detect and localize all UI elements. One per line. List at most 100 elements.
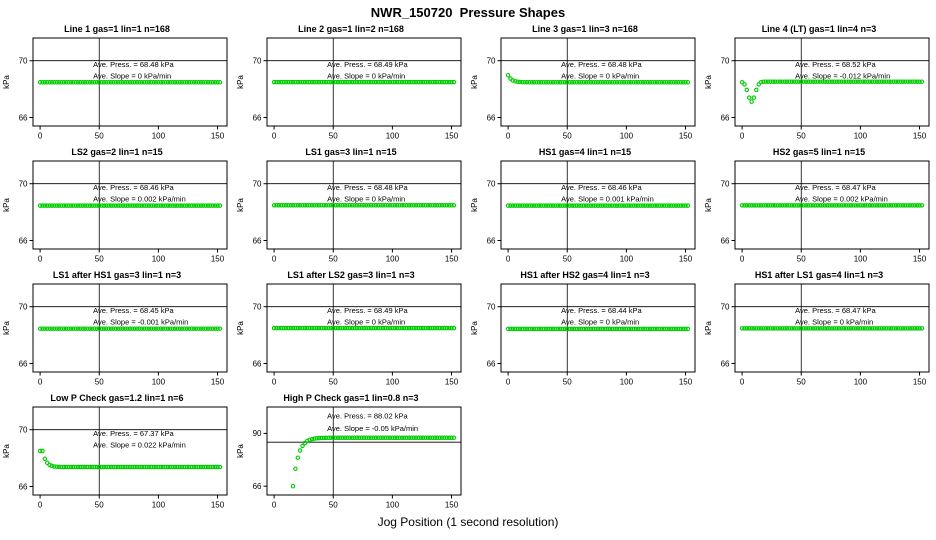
ave-press-label: Ave. Press. = 68.47 kPa [795, 183, 876, 192]
y-axis-label: kPa [236, 198, 245, 212]
y-axis-label: kPa [2, 75, 11, 89]
x-axis: 0 50 100 150 [506, 126, 693, 141]
y-axis-label: kPa [704, 198, 713, 212]
x-tick-label: 150 [679, 132, 693, 141]
ave-press-label: Ave. Press. = 68.48 kPa [327, 183, 408, 192]
plot-frame [266, 160, 462, 250]
x-tick-label: 100 [620, 255, 634, 264]
y-tick-label: 70 [253, 180, 262, 189]
pressure-panel: Line 1 gas=1 lin=1 n=168 Ave. Press. = 68… [0, 22, 234, 145]
y-axis-label: kPa [236, 321, 245, 335]
x-tick-label: 50 [563, 255, 572, 264]
plot-frame [734, 160, 930, 250]
panel-plot: Ave. Press. = 68.45 kPa Ave. Slope = -0.0… [2, 283, 228, 387]
data-points [37, 448, 223, 470]
x-tick-label: 150 [679, 378, 693, 387]
x-tick-label: 150 [913, 378, 927, 387]
x-tick-label: 100 [854, 378, 868, 387]
y-tick-label: 66 [19, 113, 28, 122]
x-axis: 0 50 100 150 [38, 249, 225, 264]
x-tick-label: 100 [386, 255, 400, 264]
x-tick-label: 100 [386, 501, 400, 510]
x-tick-label: 0 [272, 132, 277, 141]
data-points [505, 326, 691, 332]
y-axis-label: kPa [236, 75, 245, 89]
y-axis: 66 70 [721, 57, 735, 122]
x-axis: 0 50 100 150 [38, 495, 225, 510]
y-axis-label: kPa [2, 444, 11, 458]
y-axis-label: kPa [2, 198, 11, 212]
plot-frame [32, 37, 228, 127]
x-tick-label: 0 [38, 132, 43, 141]
x-tick-label: 100 [386, 378, 400, 387]
panel-plot: Ave. Press. = 68.44 kPa Ave. Slope = 0 kP… [470, 283, 696, 387]
y-tick-label: 70 [19, 303, 28, 312]
y-tick-label: 70 [487, 180, 496, 189]
panel-plot: Ave. Press. = 68.49 kPa Ave. Slope = 0 kP… [236, 37, 462, 141]
x-tick-label: 100 [854, 132, 868, 141]
x-axis: 0 50 100 150 [272, 249, 459, 264]
y-axis: 66 70 [721, 180, 735, 245]
pressure-panel: HS1 after HS2 gas=4 lin=1 n=3 Ave. Press.… [468, 268, 702, 391]
panel-plot: Ave. Press. = 68.48 kPa Ave. Slope = 0 kP… [236, 160, 462, 264]
y-tick-label: 70 [721, 303, 730, 312]
x-tick-label: 150 [211, 255, 225, 264]
panel-plot: Ave. Press. = 67.37 kPa Ave. Slope = 0.02… [2, 406, 228, 510]
x-tick-label: 50 [797, 378, 806, 387]
data-points [505, 203, 691, 208]
ave-press-label: Ave. Press. = 68.44 kPa [561, 306, 642, 315]
pressure-panel: LS2 gas=2 lin=1 n=15 Ave. Press. = 68.46 … [0, 145, 234, 268]
y-tick-label: 70 [487, 57, 496, 66]
plot-frame [500, 160, 696, 250]
ave-slope-label: Ave. Slope = 0.002 kPa/min [795, 194, 888, 203]
data-points [271, 203, 457, 208]
ave-press-label: Ave. Press. = 68.45 kPa [93, 306, 174, 315]
y-tick-label: 90 [253, 429, 262, 438]
y-axis-label: kPa [236, 444, 245, 458]
plot-frame [32, 283, 228, 373]
ave-press-label: Ave. Press. = 68.47 kPa [795, 306, 876, 315]
x-axis: 0 50 100 150 [506, 249, 693, 264]
plot-frame [266, 283, 462, 373]
x-axis: 0 50 100 150 [272, 126, 459, 141]
panel-title: Line 3 gas=1 lin=3 n=168 [532, 24, 638, 34]
plot-frame [500, 37, 696, 127]
x-tick-label: 50 [329, 132, 338, 141]
data-points [739, 203, 925, 208]
panel-title: High P Check gas=1 lin=0.8 n=3 [283, 393, 419, 403]
panel-title: HS1 gas=4 lin=1 n=15 [538, 147, 632, 157]
panel-plot: Ave. Press. = 68.47 kPa Ave. Slope = 0.00… [704, 160, 930, 264]
y-tick-label: 66 [487, 236, 496, 245]
y-axis: 66 70 [721, 303, 735, 368]
y-tick-label: 66 [253, 359, 262, 368]
y-tick-label: 66 [253, 113, 262, 122]
x-tick-label: 100 [152, 255, 166, 264]
x-axis: 0 50 100 150 [272, 495, 459, 510]
x-tick-label: 100 [854, 255, 868, 264]
panel-plot: Ave. Press. = 68.46 kPa Ave. Slope = 0.00… [2, 160, 228, 264]
x-tick-label: 50 [95, 255, 104, 264]
pressure-panel: Line 2 gas=1 lin=2 n=168 Ave. Press. = 68… [234, 22, 468, 145]
y-tick-label: 66 [721, 236, 730, 245]
ave-slope-label: Ave. Slope = 0 kPa/min [327, 194, 405, 203]
plot-frame [266, 406, 462, 496]
x-tick-label: 150 [913, 255, 927, 264]
x-tick-label: 0 [740, 255, 745, 264]
plot-frame [32, 406, 228, 496]
data-points [37, 80, 223, 85]
x-tick-label: 0 [38, 501, 43, 510]
data-points [271, 325, 457, 331]
y-axis-label: kPa [704, 321, 713, 335]
plot-frame [734, 37, 930, 127]
y-axis-label: kPa [2, 321, 11, 335]
y-tick-label: 66 [253, 236, 262, 245]
y-axis: 66 90 [253, 429, 267, 491]
panel-plot: Ave. Press. = 68.48 kPa Ave. Slope = 0 kP… [2, 37, 228, 141]
panel-title: LS2 gas=2 lin=1 n=15 [71, 147, 163, 157]
x-tick-label: 0 [506, 378, 511, 387]
y-tick-label: 66 [487, 113, 496, 122]
plot-frame [266, 37, 462, 127]
pressure-panel: Low P Check gas=1.2 lin=1 n=6 Ave. Press.… [0, 391, 234, 514]
x-axis: 0 50 100 150 [38, 126, 225, 141]
panel-title: HS1 after HS2 gas=4 lin=1 n=3 [520, 270, 650, 280]
